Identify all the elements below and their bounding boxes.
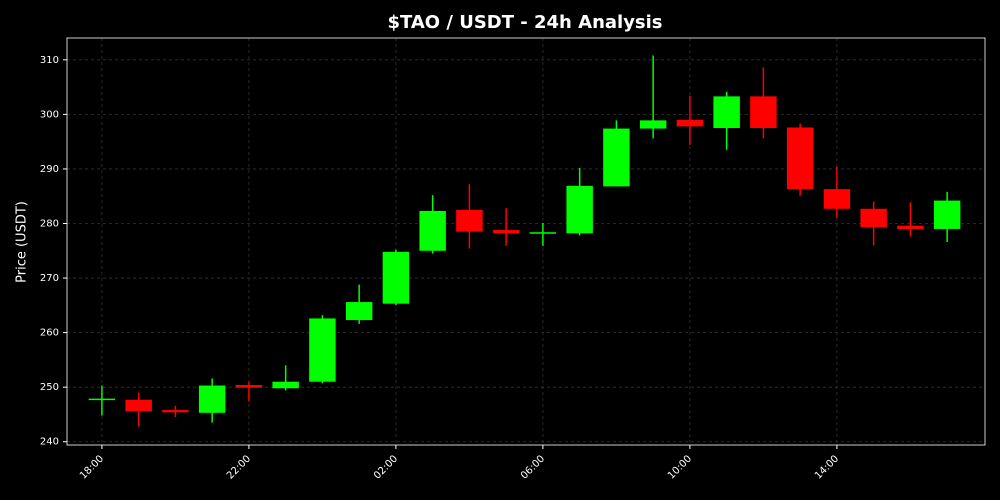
candle-body: [566, 185, 593, 234]
y-tick-label: 300: [40, 109, 59, 120]
candle-body: [933, 200, 961, 229]
candle-body: [897, 225, 924, 229]
candle-body: [125, 399, 152, 412]
candle-body: [860, 208, 887, 228]
candle-body: [382, 251, 410, 304]
y-tick-label: 310: [40, 55, 59, 66]
candle-body: [456, 209, 483, 232]
candle-body: [88, 398, 116, 401]
y-tick-label: 270: [40, 273, 59, 284]
candle-body: [823, 189, 851, 209]
y-tick-label: 240: [40, 437, 59, 448]
candle-body: [162, 410, 189, 413]
candle-body: [272, 381, 299, 389]
candle-body: [235, 384, 263, 388]
candle-body: [198, 385, 226, 413]
candle-body: [345, 302, 373, 321]
y-tick-label: 250: [40, 382, 59, 393]
y-tick-label: 290: [40, 164, 59, 175]
candle-body: [529, 232, 557, 234]
plot-frame: [66, 37, 986, 446]
candle-body: [603, 128, 630, 187]
candle-body: [309, 318, 336, 382]
y-tick-label: 260: [40, 328, 59, 339]
candle-body: [639, 120, 667, 129]
candle-body: [676, 119, 704, 127]
candle-body: [786, 127, 814, 190]
y-axis-label: Price (USDT): [15, 201, 30, 283]
chart-title: $TAO / USDT - 24h Analysis: [387, 12, 662, 33]
y-tick-label: 280: [40, 218, 59, 229]
candle-body: [419, 210, 446, 251]
candle-body: [750, 96, 777, 129]
candle-body: [713, 96, 740, 129]
candle-body: [492, 230, 520, 234]
